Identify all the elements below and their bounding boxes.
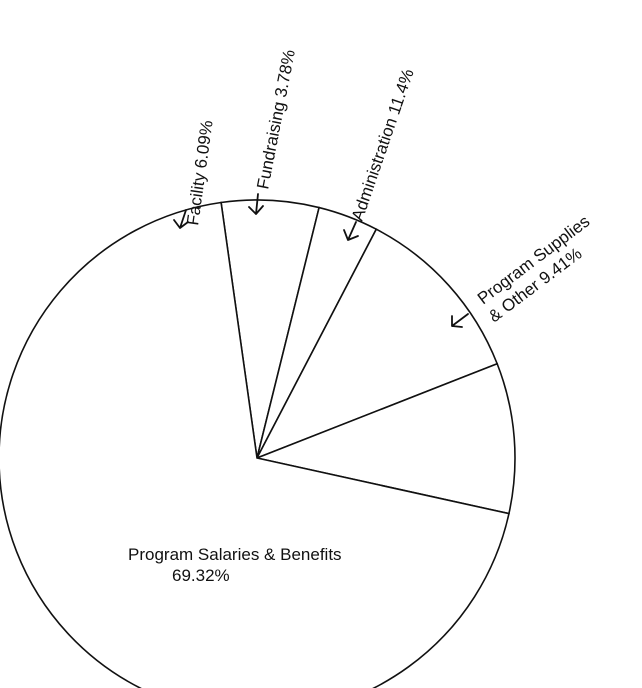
pie-slice-program-salaries-benefits — [0, 201, 510, 688]
label-program-salaries: Program Salaries & Benefits — [128, 545, 342, 564]
arrow-facility — [173, 209, 189, 229]
arrow-program-supplies — [451, 313, 469, 328]
pie-slice-program-supplies-other — [254, 362, 516, 515]
label-fundraising: Fundraising 3.78% — [253, 48, 299, 191]
arrow-fundraising — [248, 193, 264, 215]
pie-slices — [0, 199, 516, 688]
pie-slice-administration — [255, 228, 499, 460]
label-program-supplies: Program Supplies & Other 9.41% — [474, 212, 593, 326]
label-program-salaries-value: 69.32% — [172, 566, 230, 585]
label-administration: Administration 11.4% — [348, 66, 418, 223]
arrow-administration — [343, 221, 359, 241]
